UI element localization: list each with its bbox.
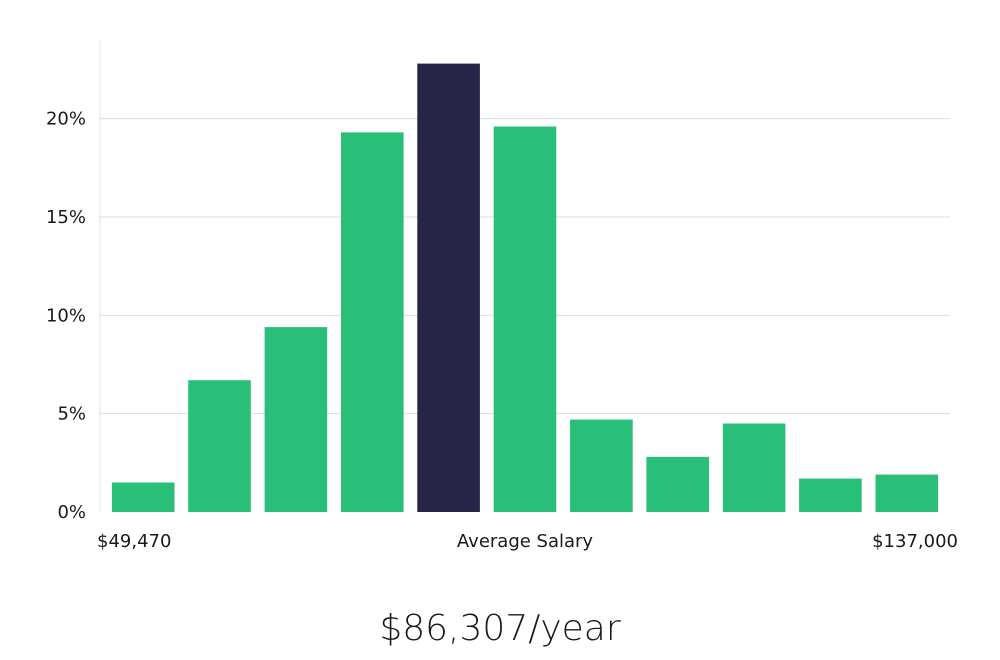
bar <box>570 419 633 512</box>
bar <box>341 132 404 512</box>
bar <box>111 482 175 512</box>
y-tick-label: 20% <box>46 109 86 130</box>
x-label-average: Average Salary <box>457 531 594 552</box>
salary-distribution-chart: 0% 5% 10% 15% 20% $49,470 Average Salary $13… <box>46 40 958 552</box>
average-salary-value: $86,307/year <box>379 608 621 649</box>
x-label-max: $137,000 <box>872 531 958 552</box>
y-tick-labels: 0% 5% 10% 15% 20% <box>46 109 86 523</box>
bar <box>799 478 862 512</box>
bars <box>111 63 939 512</box>
bar <box>264 327 328 512</box>
bar-average <box>417 63 480 512</box>
bar <box>493 126 557 512</box>
y-tick-label: 0% <box>57 502 86 523</box>
bar <box>646 456 709 512</box>
bar <box>722 423 786 512</box>
y-tick-label: 10% <box>46 305 86 326</box>
y-tick-label: 5% <box>57 404 86 425</box>
x-label-min: $49,470 <box>97 531 171 552</box>
bar <box>188 380 251 512</box>
y-tick-label: 15% <box>46 207 86 228</box>
bar <box>875 474 939 512</box>
